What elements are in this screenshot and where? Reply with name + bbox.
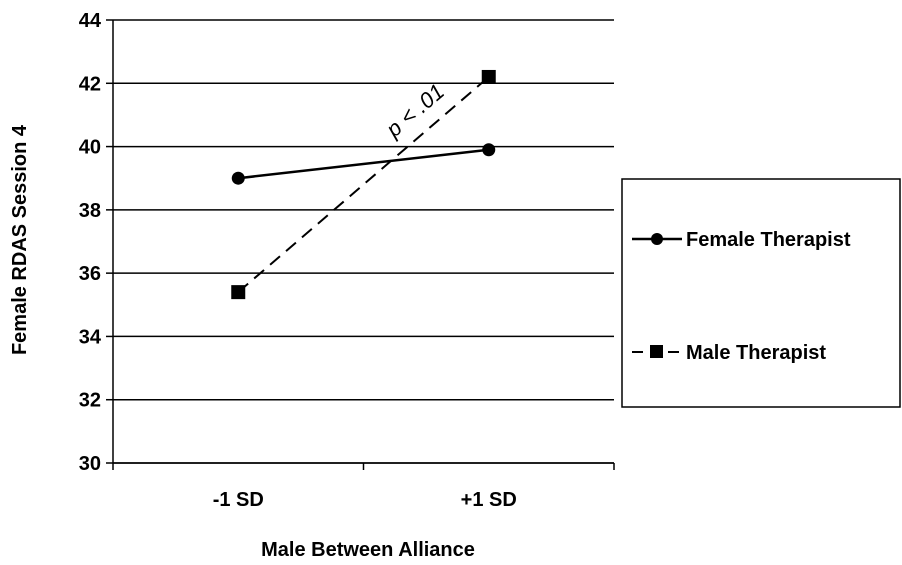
series-line <box>238 148 489 180</box>
y-axis-ticks: 30 32 34 36 38 40 42 44 <box>79 10 113 475</box>
legend-item-male-therapist: Male Therapist <box>632 342 826 364</box>
y-tick-label: 42 <box>79 73 101 95</box>
y-tick-label: 38 <box>79 200 101 222</box>
y-tick-label: 36 <box>79 263 101 285</box>
y-tick-label: 44 <box>79 10 102 32</box>
significance-annotation: p < .01 <box>380 79 449 143</box>
x-axis-title: Male Between Alliance <box>261 539 475 561</box>
legend-item-female-therapist: Female Therapist <box>632 229 851 251</box>
data-point <box>482 143 496 157</box>
series-line <box>237 76 490 293</box>
series-male-therapist <box>231 69 496 300</box>
legend-label-male-therapist: Male Therapist <box>686 342 826 364</box>
legend: Female Therapist Male Therapist <box>621 178 901 408</box>
series-layer <box>231 69 496 300</box>
y-tick-label: 30 <box>79 453 101 475</box>
x-tick-label: +1 SD <box>461 489 517 511</box>
x-tick-label: -1 SD <box>213 489 264 511</box>
legend-box <box>621 178 901 408</box>
data-point <box>231 285 246 300</box>
gridlines <box>113 19 614 464</box>
y-axis-title: Female RDAS Session 4 <box>9 124 31 355</box>
legend-square-marker <box>650 345 663 358</box>
y-tick-label: 34 <box>79 326 102 348</box>
x-axis-ticks: -1 SD +1 SD <box>112 463 615 511</box>
legend-circle-marker <box>651 233 663 245</box>
y-tick-label: 32 <box>79 390 101 412</box>
y-tick-label: 40 <box>79 137 101 159</box>
data-point <box>481 69 496 84</box>
data-point <box>231 171 245 185</box>
legend-label-female-therapist: Female Therapist <box>686 229 851 251</box>
series-female-therapist <box>231 143 496 185</box>
